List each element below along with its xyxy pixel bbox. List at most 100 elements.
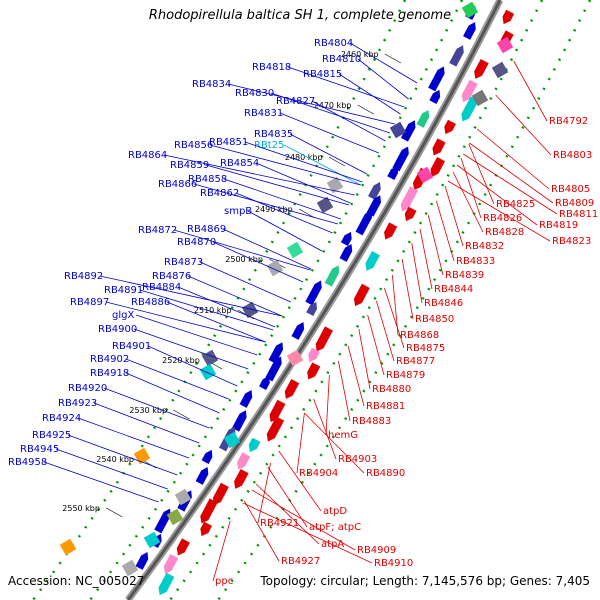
forward-gene-arrow-shape	[258, 375, 270, 391]
reverse-gene-arrow-shape	[432, 138, 446, 156]
reverse-gene-arrow-shape	[404, 206, 417, 222]
forward-gene-arrow	[339, 244, 353, 262]
forward-leader-line	[223, 178, 342, 220]
reverse-leader-line	[469, 142, 554, 204]
reverse-gene-arrow	[353, 283, 370, 307]
kbp-tick	[384, 53, 401, 64]
forward-gene-label: RBt25	[254, 140, 284, 151]
reverse-leader-line	[411, 242, 423, 304]
kbp-tick	[106, 507, 123, 518]
reverse-gene-label: RB4809	[555, 198, 594, 209]
reverse-gene-arrow-shape	[353, 283, 370, 307]
forward-leader-line	[93, 402, 200, 444]
gene-block	[174, 488, 192, 506]
reverse-gene-arrow	[461, 79, 478, 103]
forward-gene-label: RB4831	[244, 108, 283, 119]
forward-leader-line	[209, 144, 361, 186]
reverse-leader-line	[358, 328, 371, 390]
forward-gene-arrow-shape	[355, 210, 372, 236]
reverse-leader-line	[463, 153, 558, 215]
reverse-gene-arrow	[266, 416, 285, 442]
reverse-gene-label: RB4850	[415, 314, 454, 325]
forward-gene-arrow	[324, 265, 340, 287]
reverse-gene-arrow	[269, 399, 286, 423]
reverse-leader-line	[444, 185, 464, 247]
forward-gene-arrow-shape	[429, 89, 441, 105]
reverse-leader-line	[495, 94, 552, 156]
reverse-leader-line	[436, 200, 455, 262]
reverse-leader-line	[427, 214, 444, 276]
forward-gene-arrow	[265, 356, 282, 382]
reverse-gene-label: RB4805	[551, 184, 590, 195]
forward-gene-arrow-shape	[232, 410, 247, 432]
gene-block	[316, 196, 334, 214]
forward-leader-line	[166, 301, 266, 343]
reverse-leader-line	[267, 466, 308, 528]
forward-gene-label: RB4918	[90, 368, 129, 379]
gene-block	[199, 363, 217, 381]
forward-gene-arrow	[232, 410, 247, 432]
forward-gene-label: RB4924	[42, 413, 81, 424]
forward-leader-line	[255, 162, 351, 204]
reverse-gene-label: hemG	[328, 430, 358, 441]
forward-gene-arrow-shape	[324, 265, 340, 287]
forward-gene-label: RB4864	[128, 150, 167, 161]
forward-leader-line	[244, 141, 363, 183]
kbp-marker: 2500 kbp	[225, 255, 263, 264]
forward-gene-arrow	[154, 508, 171, 534]
gene-block	[389, 121, 407, 139]
forward-gene-label: RB4886	[131, 297, 170, 308]
reverse-gene-arrow	[432, 138, 446, 156]
kbp-marker: 2480 kbp	[285, 153, 323, 162]
forward-leader-line	[349, 42, 418, 84]
forward-gene-arrow	[449, 45, 464, 67]
reverse-gene-label: ppc	[215, 576, 233, 587]
reverse-gene-arrow-shape	[266, 416, 285, 442]
reverse-gene-label: RB4828	[485, 227, 524, 238]
reverse-gene-arrow-shape	[158, 572, 175, 596]
forward-leader-line	[212, 241, 304, 283]
forward-leader-line	[99, 275, 283, 317]
reverse-gene-label: RB4890	[366, 468, 405, 479]
forward-gene-arrow	[306, 301, 318, 317]
gene-block	[121, 559, 139, 577]
reverse-leader-line	[278, 450, 322, 512]
reverse-gene-label: RB4910	[374, 558, 413, 569]
forward-leader-line	[222, 228, 312, 270]
reverse-gene-arrow	[404, 206, 417, 222]
forward-gene-label: RB4872	[138, 225, 177, 236]
kbp-marker: 2510 kbp	[194, 306, 232, 315]
reverse-gene-arrow-shape	[444, 119, 456, 135]
forward-leader-line	[55, 448, 168, 490]
reverse-leader-line	[347, 345, 365, 407]
reverse-gene-label: RB4879	[386, 370, 425, 381]
forward-leader-line	[147, 345, 238, 387]
gene-block	[471, 89, 489, 107]
gene-block	[491, 61, 509, 79]
forward-leader-line	[125, 358, 229, 400]
forward-leader-line	[227, 83, 396, 125]
reverse-gene-arrow-shape	[430, 157, 446, 177]
reverse-leader-line	[456, 164, 538, 226]
reverse-gene-arrow-shape	[284, 379, 300, 399]
reverse-gene-label: RB4880	[372, 384, 411, 395]
reverse-leader-line	[304, 412, 365, 474]
forward-gene-label: RB4902	[90, 354, 129, 365]
forward-gene-label: RB4869	[187, 224, 226, 235]
reverse-gene-label: RB4803	[553, 150, 592, 161]
reverse-gene-arrow	[384, 222, 398, 240]
gene-block	[326, 176, 344, 194]
forward-gene-arrow-shape	[291, 322, 305, 340]
forward-gene-label: RB4900	[98, 324, 137, 335]
forward-gene-label: RB4851	[209, 137, 248, 148]
reverse-gene-label: RB4846	[424, 298, 463, 309]
reverse-gene-label: RB4819	[539, 220, 578, 231]
forward-gene-arrow-shape	[268, 342, 284, 364]
forward-gene-label: RB4858	[188, 174, 227, 185]
reverse-gene-label: RB4877	[396, 356, 435, 367]
reverse-gene-arrow-shape	[200, 521, 213, 537]
forward-leader-line	[289, 133, 368, 175]
forward-gene-arrow-shape	[201, 449, 213, 465]
forward-gene-arrow	[268, 342, 284, 364]
